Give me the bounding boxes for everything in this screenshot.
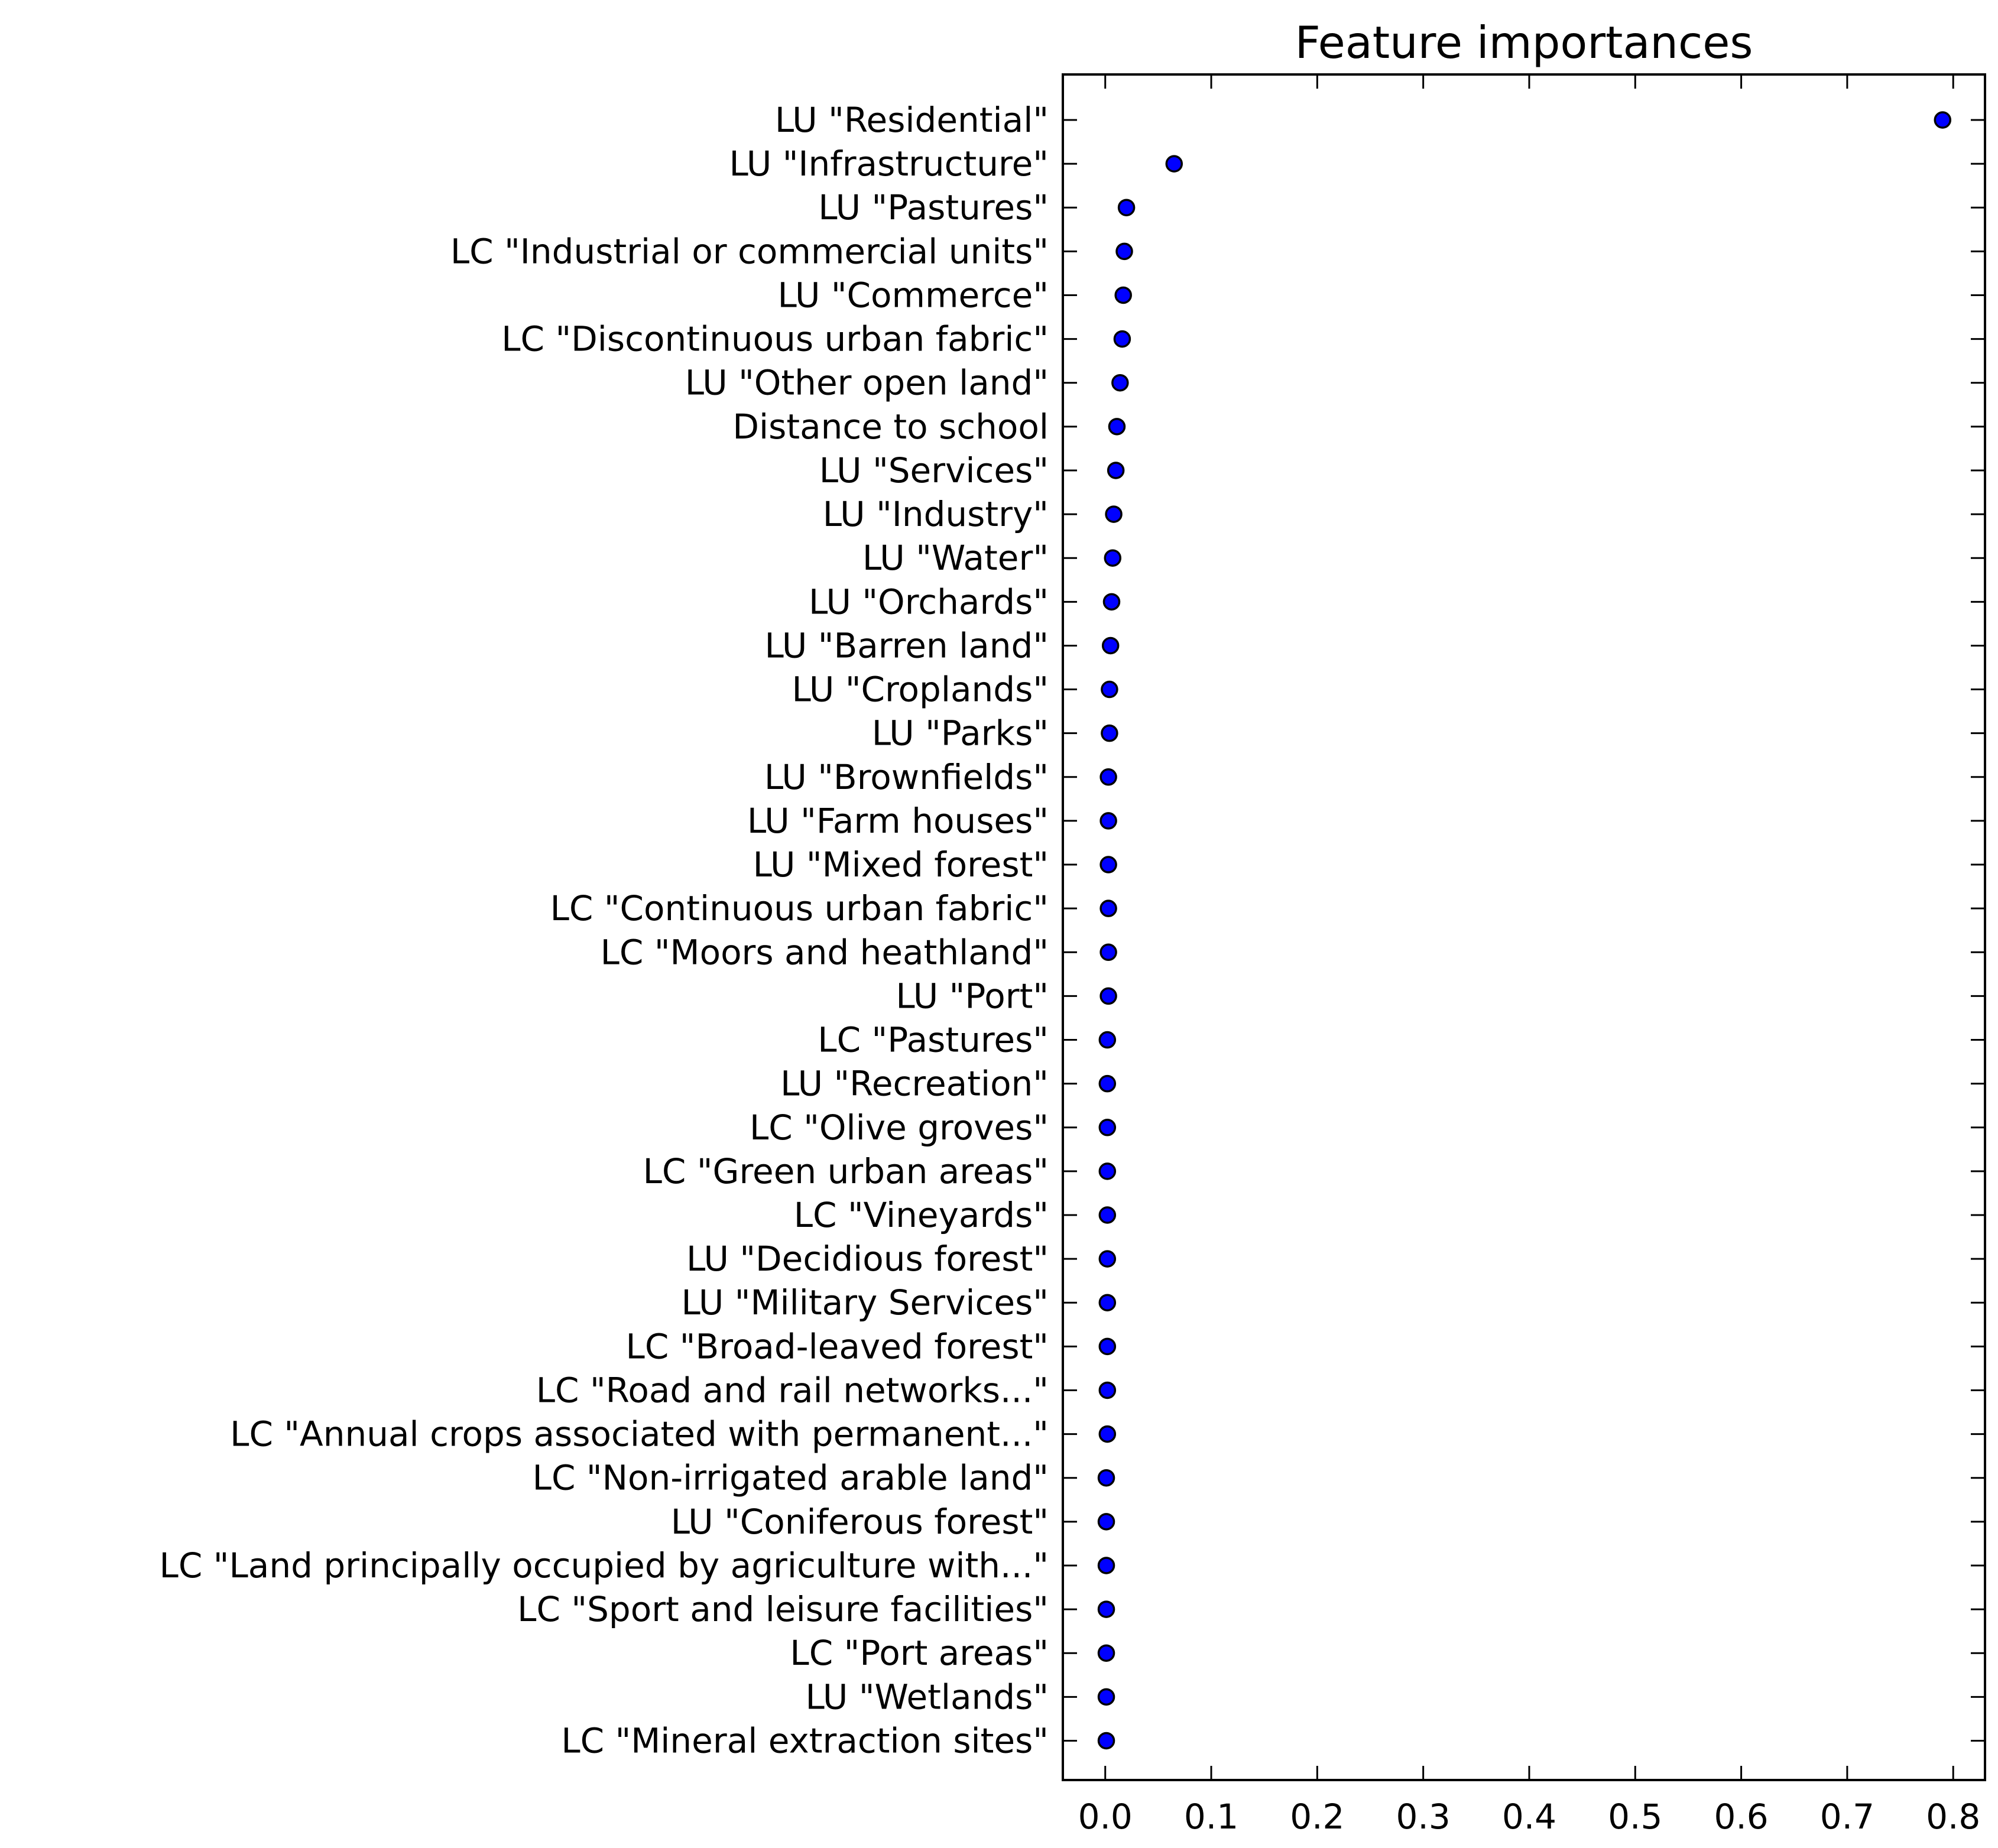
data-point bbox=[1098, 1031, 1117, 1049]
plot-area bbox=[1062, 73, 1986, 1781]
data-point bbox=[1101, 636, 1120, 655]
data-point bbox=[1113, 330, 1131, 348]
data-point bbox=[1105, 505, 1123, 523]
y-tick-label: LC "Broad-leaved forest" bbox=[626, 1326, 1049, 1366]
data-point bbox=[1098, 1162, 1117, 1180]
x-tick-label: 0.6 bbox=[1714, 1797, 1768, 1837]
y-tick-label: LU "Orchards" bbox=[809, 582, 1049, 622]
y-tick-label: LU "Wetlands" bbox=[806, 1677, 1049, 1717]
x-tick-label: 0.3 bbox=[1396, 1797, 1451, 1837]
y-tick-label: LU "Other open land" bbox=[685, 363, 1049, 403]
data-point bbox=[1097, 1469, 1115, 1487]
y-axis: LU "Residential"LU "Infrastructure"LU "P… bbox=[160, 100, 1985, 1761]
chart-title: Feature importances bbox=[1295, 17, 1753, 69]
data-point bbox=[1934, 111, 1952, 129]
data-point bbox=[1098, 1381, 1117, 1399]
y-tick-label: LU "Port" bbox=[896, 976, 1049, 1016]
x-tick-label: 0.5 bbox=[1608, 1797, 1662, 1837]
y-tick-label: LU "Brownfields" bbox=[764, 757, 1049, 797]
data-point bbox=[1099, 987, 1117, 1005]
data-point bbox=[1099, 768, 1117, 786]
x-tick-label: 0.4 bbox=[1502, 1797, 1556, 1837]
data-point bbox=[1117, 199, 1136, 216]
data-point bbox=[1165, 155, 1183, 173]
y-tick-label: LC "Non-irrigated arable land" bbox=[533, 1458, 1049, 1498]
y-tick-label: LC "Moors and heathland" bbox=[601, 932, 1049, 972]
y-tick-label: LU "Farm houses" bbox=[747, 801, 1049, 841]
data-point bbox=[1099, 812, 1117, 830]
data-point bbox=[1108, 418, 1126, 436]
y-tick-label: LC "Road and rail networks..." bbox=[536, 1370, 1049, 1410]
data-point bbox=[1098, 1337, 1117, 1356]
y-tick-label: LC "Green urban areas" bbox=[643, 1151, 1049, 1191]
y-tick-label: LC "Sport and leisure facilities" bbox=[517, 1589, 1049, 1629]
y-tick-label: LU "Parks" bbox=[872, 713, 1049, 754]
y-tick-label: LC "Olive groves" bbox=[750, 1107, 1049, 1148]
data-point bbox=[1099, 943, 1117, 962]
x-tick-label: 0.7 bbox=[1820, 1797, 1874, 1837]
y-tick-label: LU "Pastures" bbox=[818, 187, 1049, 228]
y-tick-label: LU "Recreation" bbox=[780, 1064, 1049, 1104]
y-tick-label: LU "Infrastructure" bbox=[729, 144, 1049, 184]
y-tick-label: LU "Services" bbox=[819, 450, 1049, 491]
x-axis: 0.0 0.1 0.2 0.3 0.4 0.5 0.6 0.7 0.8 bbox=[1078, 74, 1980, 1837]
y-tick-label: LC "Discontinuous urban fabric" bbox=[501, 319, 1049, 359]
y-tick-label: LU "Coniferous forest" bbox=[671, 1502, 1049, 1542]
data-point bbox=[1097, 1732, 1115, 1750]
data-point bbox=[1102, 593, 1121, 611]
data-point bbox=[1111, 374, 1129, 392]
data-point bbox=[1098, 1074, 1117, 1093]
data-point bbox=[1115, 242, 1133, 261]
data-point bbox=[1098, 1294, 1117, 1311]
x-tick-label: 0.8 bbox=[1926, 1797, 1980, 1837]
data-point bbox=[1097, 1644, 1115, 1662]
data-point bbox=[1101, 680, 1118, 699]
y-tick-label: LC "Land principally occupied by agricul… bbox=[160, 1545, 1049, 1586]
data-point bbox=[1104, 549, 1122, 567]
data-point bbox=[1098, 1250, 1117, 1268]
data-points bbox=[1097, 111, 1952, 1750]
data-point bbox=[1099, 899, 1117, 917]
plot-frame bbox=[1062, 73, 1986, 1781]
y-tick-label: LU "Croplands" bbox=[792, 670, 1049, 710]
y-tick-label: LC "Mineral extraction sites" bbox=[561, 1720, 1049, 1761]
data-point bbox=[1097, 1513, 1115, 1531]
data-point bbox=[1098, 1425, 1117, 1443]
y-tick-label: LU "Military Services" bbox=[681, 1282, 1049, 1323]
y-tick-label: LC "Continuous urban fabric" bbox=[550, 888, 1049, 928]
y-tick-label: LC "Port areas" bbox=[790, 1633, 1049, 1673]
data-point bbox=[1099, 856, 1117, 873]
y-tick-label: LU "Barren land" bbox=[764, 625, 1049, 665]
data-point bbox=[1101, 724, 1118, 742]
x-tick-label: 0.1 bbox=[1184, 1797, 1238, 1837]
y-tick-label: Distance to school bbox=[732, 407, 1049, 447]
data-point bbox=[1097, 1557, 1115, 1574]
y-tick-label: LU "Industry" bbox=[823, 494, 1049, 534]
x-tick-label: 0.2 bbox=[1290, 1797, 1344, 1837]
y-tick-label: LU "Water" bbox=[862, 538, 1049, 578]
data-point bbox=[1098, 1206, 1117, 1224]
data-point bbox=[1114, 286, 1132, 304]
y-tick-label: LU "Mixed forest" bbox=[753, 845, 1049, 885]
data-point bbox=[1107, 462, 1125, 479]
y-tick-label: LU "Decidious forest" bbox=[686, 1239, 1049, 1279]
y-tick-label: LU "Residential" bbox=[775, 100, 1049, 140]
y-tick-label: LC "Industrial or commercial units" bbox=[450, 231, 1049, 271]
x-tick-label: 0.0 bbox=[1078, 1797, 1133, 1837]
data-point bbox=[1097, 1688, 1115, 1706]
y-tick-label: LC "Pastures" bbox=[818, 1020, 1049, 1060]
data-point bbox=[1097, 1600, 1115, 1618]
data-point bbox=[1098, 1119, 1117, 1136]
y-tick-label: LC "Vineyards" bbox=[794, 1195, 1049, 1235]
y-tick-label: LC "Annual crops associated with permane… bbox=[230, 1414, 1049, 1454]
y-tick-label: LU "Commerce" bbox=[778, 275, 1049, 315]
